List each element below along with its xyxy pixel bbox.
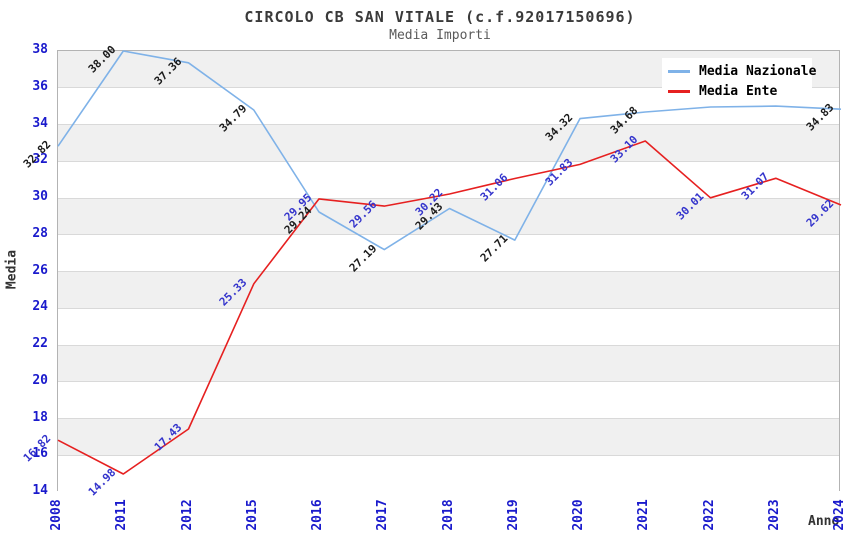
plot-band: [58, 418, 839, 456]
legend-line-swatch: [668, 89, 690, 93]
plot-band: [58, 381, 839, 419]
y-tick-label: 18: [32, 409, 48, 425]
gridline: [58, 234, 839, 236]
gridline: [58, 307, 839, 309]
plot-band: [58, 271, 839, 309]
chart-title: CIRCOLO CB SAN VITALE (c.f.92017150696): [244, 8, 636, 26]
y-tick-label: 28: [32, 225, 48, 241]
plot-band: [58, 308, 839, 345]
legend-label: Media Ente: [699, 83, 778, 99]
gridline: [58, 271, 839, 272]
y-tick-label: 16: [32, 446, 48, 462]
legend: Media Nazionale Media Ente: [662, 58, 816, 103]
y-tick-label: 22: [32, 336, 48, 351]
legend-item-media-nazionale: Media Nazionale: [666, 61, 816, 81]
gridline: [58, 87, 839, 89]
gridline: [58, 160, 839, 162]
plot-band: [58, 455, 839, 492]
y-tick-label: 24: [32, 299, 48, 315]
gridline: [58, 344, 839, 346]
plot-band: [58, 198, 839, 235]
series-line-media-nazionale: [57, 50, 842, 251]
y-tick-label: 26: [32, 262, 48, 278]
gridline: [58, 454, 839, 456]
y-tick-label: 20: [32, 372, 48, 388]
plot-band: [58, 234, 839, 272]
series-lines: [57, 50, 842, 475]
plot-band: [58, 124, 839, 162]
plot-area: [57, 50, 842, 492]
series-line-media-ente: [57, 140, 842, 475]
y-tick-label: 32: [32, 152, 48, 168]
gridline: [58, 418, 839, 419]
gridline: [58, 381, 839, 383]
plot-band: [58, 345, 839, 382]
y-tick-label: 14: [32, 483, 48, 498]
y-tick-label: 30: [32, 189, 48, 204]
gridline: [58, 197, 839, 199]
plot-band: [58, 161, 839, 198]
legend-item-media-ente: Media Ente: [666, 81, 808, 101]
y-tick-label: 38: [32, 42, 48, 57]
gridline: [58, 124, 839, 125]
chart-subtitle: Media Importi: [389, 28, 491, 43]
y-tick-label: 36: [32, 78, 48, 94]
legend-line-swatch: [668, 69, 690, 73]
legend-label: Media Nazionale: [699, 63, 817, 79]
x-axis-title: Anno: [808, 514, 840, 529]
y-tick-label: 34: [32, 115, 48, 131]
